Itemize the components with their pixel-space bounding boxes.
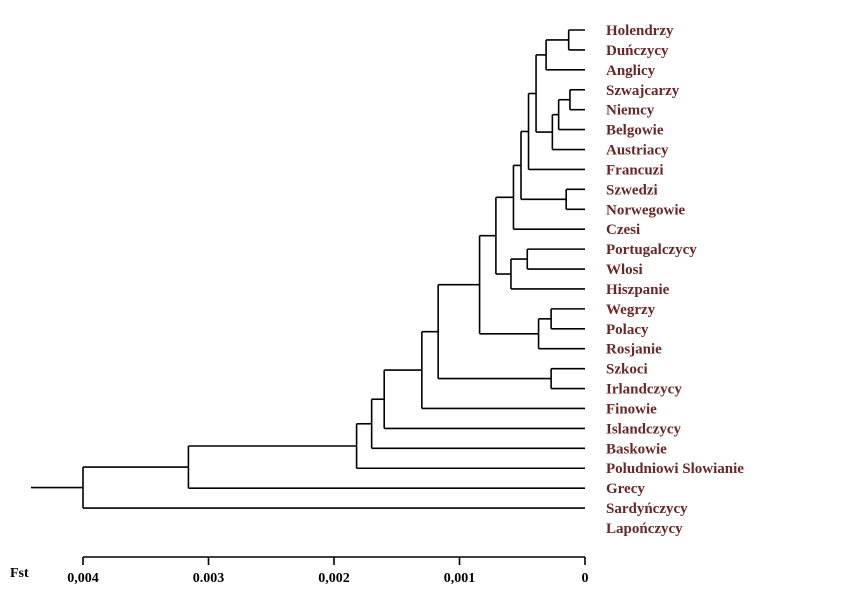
axis-ticks: 0,004 0.003 0,002 0,001 0 xyxy=(67,557,589,586)
fst-axis: 0,004 0.003 0,002 0,001 0 Fst xyxy=(10,556,589,586)
axis-tick-label: 0,002 xyxy=(318,571,350,586)
leaf-label: Wegrzy xyxy=(606,302,656,318)
leaf-label: Lapończycy xyxy=(606,521,683,537)
leaf-label: Grecy xyxy=(606,481,645,497)
leaf-label: Poludniowi Slowianie xyxy=(606,461,744,477)
leaf-label: Francuzi xyxy=(606,162,664,178)
axis-tick-label: 0,001 xyxy=(444,571,476,586)
leaf-labels: Holendrzy Duńczycy Anglicy Szwajcarzy Niemcy… xyxy=(606,23,744,537)
leaf-label: Szwedzi xyxy=(606,182,658,198)
leaf-label: Irlandczycy xyxy=(606,382,682,398)
leaf-label: Wlosi xyxy=(606,262,643,278)
leaf-label: Finowie xyxy=(606,401,657,417)
axis-tick-label: 0 xyxy=(582,571,589,586)
leaf-label: Anglicy xyxy=(606,63,656,79)
leaf-label: Duńczycy xyxy=(606,43,669,59)
leaf-label: Szkoci xyxy=(606,362,648,378)
leaf-label: Niemcy xyxy=(606,103,655,119)
leaf-label: Rosjanie xyxy=(606,342,662,358)
leaf-label: Norwegowie xyxy=(606,202,685,218)
metric-label: Fst xyxy=(10,566,29,581)
leaf-label: Belgowie xyxy=(606,123,664,139)
leaf-label: Hiszpanie xyxy=(606,282,670,298)
leaf-label: Austriacy xyxy=(606,143,669,159)
axis-tick-label: 0,004 xyxy=(67,571,99,586)
axis-tick-label: 0.003 xyxy=(193,571,225,586)
leaf-label: Portugalczycy xyxy=(606,242,697,258)
leaf-label: Baskowie xyxy=(606,441,667,457)
leaf-label: Szwajcarzy xyxy=(606,83,680,99)
leaf-label: Holendrzy xyxy=(606,23,674,39)
leaf-label: Czesi xyxy=(606,222,640,238)
tree-branches xyxy=(31,29,585,509)
leaf-label: Islandczycy xyxy=(606,421,682,437)
leaf-label: Polacy xyxy=(606,322,649,338)
leaf-label: Sardyńczycy xyxy=(606,501,688,517)
